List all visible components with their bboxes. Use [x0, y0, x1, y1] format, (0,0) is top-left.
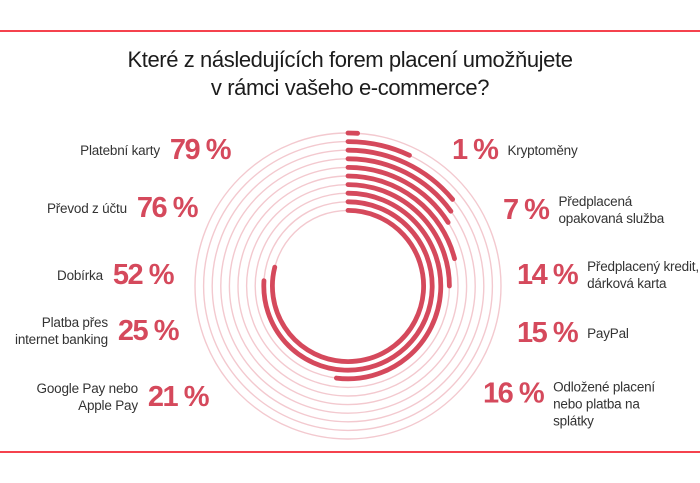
- top-border-line: [0, 30, 700, 32]
- ring-arc-6: [345, 182, 452, 289]
- callout-value: 21 %: [147, 381, 210, 413]
- chart-title-line-1: Které z následujících forem placení umož…: [127, 47, 573, 72]
- callout-value: 52 %: [112, 259, 175, 291]
- chart-title-line-2: v rámci vašeho e-commerce?: [210, 75, 490, 100]
- callout-label-line: Předplacený kredit,: [587, 259, 699, 274]
- callout-row-left-0: Platební karty 79 %: [80, 134, 232, 166]
- callout-row-right-1: 7 % Předplacená opakovaná služba: [503, 193, 664, 227]
- ring-track-0: [194, 132, 502, 440]
- callout-label-line: dárková karta: [587, 276, 667, 291]
- callout-row-left-3: Platba přes internet banking 25 %: [15, 314, 180, 348]
- callout-label: Platba přes internet banking: [15, 314, 108, 348]
- callout-value: 7 %: [503, 194, 550, 226]
- callout-label-line: Google Pay nebo: [36, 381, 139, 396]
- callout-label: Odložené placení nebo platba na splátky: [553, 379, 655, 430]
- callout-label-line: opakovaná služba: [558, 211, 665, 226]
- callout-label-line: PayPal: [587, 325, 629, 341]
- callout-value: 15 %: [517, 317, 579, 349]
- callout-label-line: internet banking: [15, 332, 108, 347]
- callout-label-line: splátky: [553, 413, 594, 429]
- callout-row-left-4: Google Pay nebo Apple Pay 21 %: [36, 380, 210, 414]
- callout-label: PayPal: [587, 325, 629, 342]
- callout-label-line: nebo platba na: [553, 396, 640, 412]
- callout-value: 79 %: [169, 134, 232, 166]
- callout-label-line: Odložené placení: [553, 379, 655, 395]
- callout-label-line: Platební karty: [80, 142, 160, 158]
- ring-arc-4: [345, 165, 451, 225]
- callout-label: Převod z účtu: [47, 200, 127, 217]
- callout-row-right-3: 15 % PayPal: [517, 318, 629, 348]
- radial-bar-chart: [194, 130, 502, 440]
- callout-label: Google Pay nebo Apple Pay: [36, 380, 139, 414]
- callout-label-line: Platba přes: [41, 315, 108, 330]
- ring-arc-8: [261, 199, 435, 373]
- ring-arc-9: [270, 208, 426, 364]
- callout-label-line: Předplacená: [558, 194, 633, 209]
- callout-label: Platební karty: [80, 142, 160, 159]
- ring-arc-5: [345, 173, 457, 262]
- ring-arc-7: [333, 190, 444, 382]
- callout-value: 14 %: [517, 259, 579, 291]
- callout-row-left-2: Dobírka 52 %: [57, 259, 175, 291]
- callout-label: Kryptoměny: [507, 142, 577, 159]
- callout-label: Předplacená opakovaná služba: [558, 193, 664, 227]
- callout-label: Dobírka: [57, 267, 103, 284]
- callout-row-left-1: Převod z účtu 76 %: [47, 192, 199, 224]
- callout-row-right-2: 14 % Předplacený kredit, dárková karta: [517, 258, 699, 292]
- ring-arc-2: [345, 147, 456, 202]
- callout-label-line: Dobírka: [57, 267, 103, 283]
- callout-label-line: Apple Pay: [78, 398, 138, 413]
- callout-label-line: Převod z účtu: [46, 200, 127, 216]
- chart-title: Které z následujících forem placení umož…: [0, 46, 700, 102]
- bottom-border-line: [0, 451, 700, 453]
- ring-arc-1: [345, 139, 412, 158]
- callout-row-right-4: 16 % Odložené placení nebo platba na splátk…: [483, 379, 655, 430]
- callout-value: 16 %: [483, 377, 545, 410]
- callout-value: 1 %: [452, 134, 499, 166]
- callout-value: 25 %: [117, 315, 180, 347]
- ring-arc-3: [345, 156, 454, 214]
- callout-value: 76 %: [136, 192, 199, 224]
- callout-label: Předplacený kredit, dárková karta: [587, 258, 699, 292]
- callout-label-line: Kryptoměny: [507, 142, 578, 158]
- callout-row-right-0: 1 % Kryptoměny: [452, 135, 578, 165]
